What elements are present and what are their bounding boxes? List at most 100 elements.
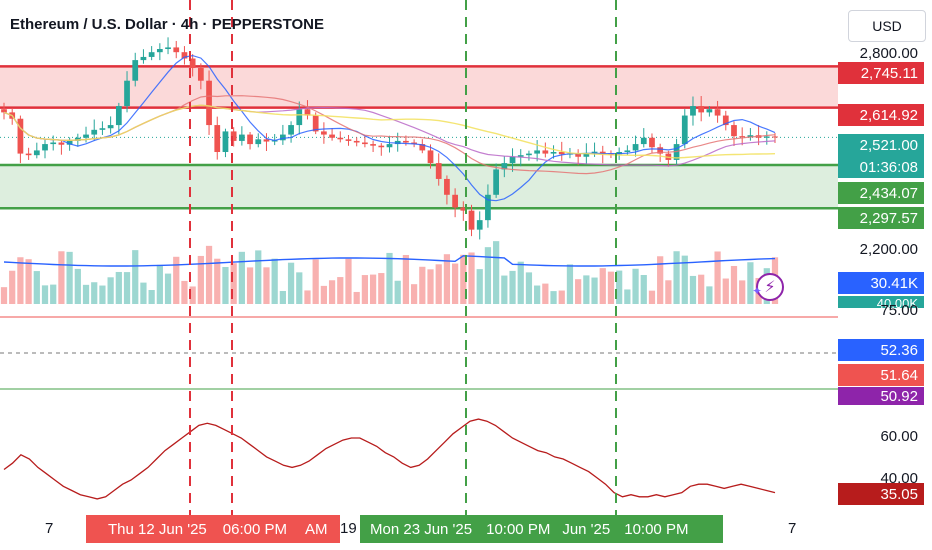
- volume-bar: [452, 263, 459, 304]
- volume-bar: [173, 256, 180, 304]
- moving-average-1: [3, 54, 776, 202]
- volume-average-line: [3, 255, 776, 267]
- price-label-countdown: 01:36:08: [838, 156, 924, 178]
- volume-bar: [443, 254, 451, 304]
- candle-body: [83, 134, 89, 138]
- x-range-highlight-green: Mon 23 Jun '25 10:00 PM Jun '25 10:00 PM: [360, 515, 723, 543]
- volume-bar: [714, 251, 721, 304]
- volume-label: 30.41K: [838, 272, 924, 294]
- candle-body: [411, 142, 417, 145]
- candle-body: [280, 134, 286, 141]
- candle-body: [722, 115, 729, 126]
- volume-bar: [115, 271, 122, 304]
- volume-bar: [91, 282, 98, 304]
- chart-title: Ethereum / U.S. Dollar · 4h · PEPPERSTON…: [10, 16, 324, 33]
- x-label-day19: 19: [340, 520, 357, 537]
- candle-body: [263, 139, 270, 142]
- candle-body: [214, 125, 221, 153]
- candle-body: [353, 140, 360, 143]
- candle-body: [534, 150, 541, 154]
- candle-body: [403, 140, 409, 143]
- volume-bar: [386, 252, 393, 304]
- volume-bar: [33, 271, 40, 304]
- candle-body: [288, 125, 294, 135]
- candle-body: [25, 153, 32, 156]
- volume-bar: [648, 290, 656, 304]
- volume-bar: [99, 285, 106, 304]
- volume-bar: [460, 254, 467, 304]
- volume-bar: [730, 265, 738, 304]
- volume-bar: [263, 267, 270, 304]
- candle-body: [509, 156, 516, 164]
- candle-body: [517, 155, 524, 157]
- candle-body: [542, 150, 549, 154]
- candle-body: [66, 140, 73, 145]
- y-tick-2800: 2,800.00: [859, 45, 918, 62]
- volume-bar: [279, 290, 286, 304]
- candle-body: [772, 136, 778, 138]
- volume-bar: [320, 285, 327, 304]
- oscillator-level-75: 75.00: [880, 302, 918, 319]
- volume-bar: [25, 259, 32, 304]
- indicator-last-label: 35.05: [838, 483, 924, 505]
- x-range1-am: AM: [305, 520, 328, 538]
- volume-bar: [328, 280, 336, 304]
- candle-body: [526, 153, 532, 156]
- volume-label-2: 40.00K: [838, 296, 924, 311]
- candle-body: [698, 106, 705, 113]
- price-label-support-top: 2,434.07: [838, 182, 924, 204]
- volume-bar: [255, 250, 262, 304]
- volume-bar: [205, 245, 213, 304]
- price-label-resistance-bottom: 2,614.92: [838, 104, 924, 126]
- candle-body: [501, 163, 508, 170]
- volume-bar: [41, 285, 49, 304]
- candle-body: [640, 137, 647, 145]
- volume-bar: [296, 272, 303, 304]
- candle-body: [42, 144, 48, 151]
- oscillator-label-3: 50.92: [838, 387, 924, 405]
- candle-body: [321, 131, 327, 135]
- candle-body: [714, 109, 721, 116]
- volume-bar: [140, 282, 147, 304]
- volume-bar: [50, 284, 57, 304]
- volume-bar: [665, 280, 672, 304]
- volume-bar: [353, 291, 360, 304]
- x-range2-time: 10:00 PM: [486, 520, 551, 538]
- price-zones: [0, 65, 838, 210]
- candle-body: [197, 68, 204, 81]
- volume-bar: [337, 277, 344, 304]
- volume-bar: [698, 274, 705, 304]
- event-lines: [189, 0, 617, 515]
- candle-body: [181, 52, 188, 59]
- volume-bar: [197, 255, 204, 304]
- volume-bar: [747, 262, 754, 304]
- volume-bar: [739, 280, 746, 304]
- candle-body: [558, 152, 565, 155]
- volume-bar: [181, 280, 188, 304]
- volume-bar: [566, 264, 574, 304]
- candle-body: [255, 139, 262, 145]
- volume-bar: [230, 263, 237, 304]
- candle-body: [107, 125, 114, 129]
- volume-bar: [419, 266, 426, 304]
- moving-average-4: [3, 104, 776, 159]
- volume-bar: [58, 251, 65, 304]
- candle-body: [312, 115, 319, 132]
- volume-bar: [591, 277, 598, 304]
- x-range-highlight-red: Thu 12 Jun '25 06:00 PM AM: [86, 515, 340, 543]
- indicator-tick-40: 40.00: [880, 470, 918, 487]
- candle-body: [58, 142, 65, 145]
- volume-bar: [525, 272, 533, 304]
- lightning-icon[interactable]: ⚡: [756, 273, 784, 301]
- volume-bar: [82, 284, 90, 304]
- sparkle-icon: ✦: [752, 284, 763, 298]
- currency-button[interactable]: USD: [848, 10, 926, 42]
- volume-bar: [66, 251, 73, 304]
- volume-bar: [394, 280, 401, 304]
- candle-body: [50, 142, 57, 145]
- candle-body: [649, 137, 655, 148]
- volume-bar: [706, 286, 713, 304]
- volume-bar: [575, 279, 582, 304]
- candle-body: [706, 109, 713, 113]
